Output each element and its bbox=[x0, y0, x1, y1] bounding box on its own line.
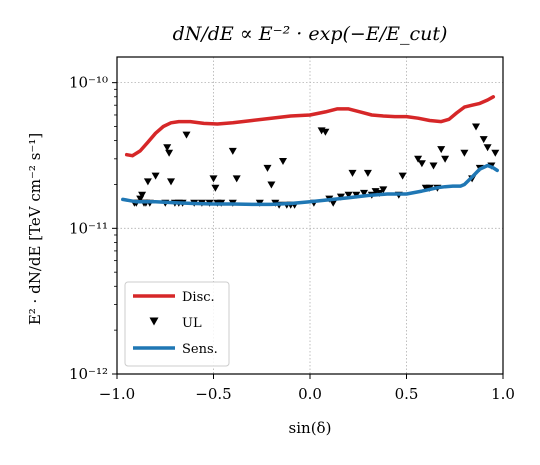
ul-marker bbox=[165, 149, 174, 157]
ul-marker bbox=[360, 189, 368, 197]
ul-marker bbox=[151, 172, 160, 180]
ul-marker bbox=[441, 155, 450, 163]
ul-marker bbox=[143, 178, 152, 186]
legend-box bbox=[124, 281, 230, 367]
x-axis-label: sin(δ) bbox=[289, 419, 332, 437]
chart-title: dN/dE ∝ E⁻² · exp(−E/E_cut) bbox=[173, 23, 448, 45]
ul-marker bbox=[329, 199, 338, 207]
ul-marker bbox=[371, 188, 380, 196]
legend-ul-marker bbox=[149, 317, 159, 326]
ul-marker bbox=[263, 164, 272, 172]
ul-marker bbox=[211, 184, 220, 192]
ul-marker bbox=[363, 169, 372, 177]
ul-marker bbox=[209, 175, 218, 183]
sens-line bbox=[121, 163, 499, 207]
ul-marker bbox=[398, 172, 407, 180]
series-layer bbox=[121, 95, 500, 209]
ul-marker bbox=[167, 178, 175, 186]
ul-marker bbox=[379, 186, 388, 194]
y-tick-label: 10⁻¹⁰ bbox=[69, 74, 108, 92]
ul-marker bbox=[348, 169, 357, 177]
ul-marker bbox=[163, 144, 172, 152]
x-tick-label: 0.5 bbox=[395, 385, 419, 403]
axes: −1.0 −0.5 0.0 0.5 1.0 10⁻¹² 10⁻¹¹ 10⁻¹⁰ bbox=[69, 74, 515, 403]
ul-marker bbox=[417, 160, 426, 168]
ul-marker bbox=[228, 147, 237, 155]
legend-ul-label: UL bbox=[182, 316, 202, 331]
grid bbox=[117, 57, 503, 374]
ul-marker bbox=[182, 131, 191, 139]
ul-marker bbox=[344, 191, 353, 199]
y-tick-label: 10⁻¹¹ bbox=[69, 219, 108, 237]
ul-marker bbox=[279, 158, 287, 165]
ul-marker bbox=[232, 175, 241, 183]
x-tick-label: −1.0 bbox=[99, 385, 135, 403]
ul-marker bbox=[414, 155, 423, 163]
x-tick-label: 1.0 bbox=[491, 385, 515, 403]
x-tick-label: 0.0 bbox=[298, 385, 322, 403]
disc-line bbox=[124, 95, 496, 158]
ul-marker bbox=[483, 144, 492, 152]
legend-sens-label: Sens. bbox=[182, 342, 218, 357]
ul-marker bbox=[491, 149, 500, 157]
ul-marker bbox=[267, 181, 276, 189]
legend-disc-label: Disc. bbox=[182, 290, 215, 305]
y-axis-label: E² · dN/dE [TeV cm⁻² s⁻¹] bbox=[26, 133, 44, 325]
ul-marker bbox=[437, 146, 446, 154]
ul-marker bbox=[472, 123, 480, 131]
y-tick-label: 10⁻¹² bbox=[69, 365, 108, 383]
ul-marker bbox=[460, 149, 469, 157]
ul-marker bbox=[321, 128, 330, 136]
legend: Disc. UL Sens. bbox=[124, 281, 230, 367]
ul-marker bbox=[138, 191, 147, 199]
x-tick-label: −0.5 bbox=[195, 385, 231, 403]
ul-marker bbox=[429, 162, 438, 170]
ul-marker bbox=[479, 136, 488, 144]
